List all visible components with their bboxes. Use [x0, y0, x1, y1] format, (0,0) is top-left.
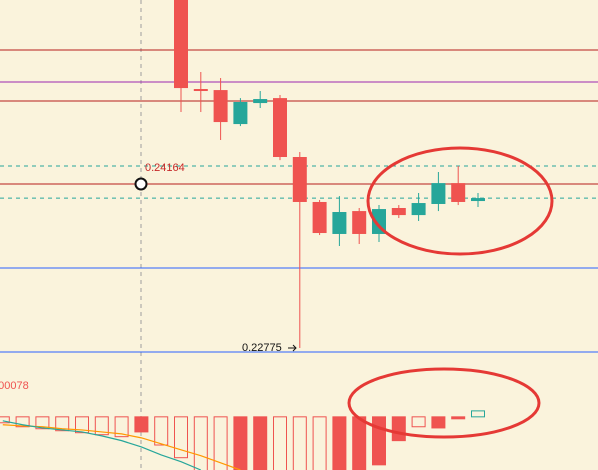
- candle-body: [332, 212, 347, 234]
- macd-bar: [75, 416, 89, 434]
- macd-bar: [411, 416, 426, 428]
- candle-body: [253, 99, 268, 104]
- macd-bar: [114, 416, 129, 438]
- macd-bar: [55, 416, 70, 432]
- macd-bar: [174, 416, 188, 459]
- macd-bar: [213, 416, 228, 470]
- macd-bar: [134, 416, 149, 433]
- macd-line: [2, 420, 202, 470]
- highlight-ellipse: [366, 146, 554, 256]
- macd-bar: [0, 416, 10, 424]
- macd-bar: [35, 416, 50, 430]
- macd-bar: [312, 416, 327, 470]
- macd-bar: [391, 416, 406, 442]
- macd-bar: [253, 416, 268, 470]
- candle-body: [193, 89, 208, 92]
- macd-bar: [471, 410, 485, 418]
- price-panel: 0.24164 0.22775: [0, 0, 598, 354]
- macd-bar: [273, 416, 287, 470]
- candle-body: [312, 201, 327, 234]
- macd-bar: [332, 416, 347, 470]
- price-label: 0.24164: [145, 162, 185, 174]
- macd-bar: [372, 416, 386, 466]
- crosshair-point: [134, 177, 148, 191]
- macd-line: [2, 424, 241, 470]
- macd-bar: [193, 416, 208, 470]
- candle-body: [233, 101, 248, 125]
- candle-body: [431, 183, 446, 204]
- candle-body: [273, 98, 287, 158]
- candle-body: [471, 198, 485, 202]
- candle-body: [213, 90, 228, 123]
- highlight-ellipse: [347, 367, 541, 439]
- macd-bar: [431, 416, 446, 429]
- macd-value-label: 0.00078: [0, 380, 29, 392]
- candle-body: [411, 203, 426, 216]
- label-arrow: [288, 344, 297, 352]
- candle-body: [451, 183, 466, 202]
- macd-bar: [292, 416, 307, 470]
- candle-body: [352, 211, 367, 234]
- candle-body: [292, 157, 307, 202]
- macd-bar: [233, 416, 248, 470]
- low-label: 0.22775: [242, 342, 282, 354]
- macd-bar: [94, 416, 109, 436]
- macd-bar: [154, 416, 169, 446]
- macd-bar: [15, 416, 30, 428]
- candle-body: [391, 207, 406, 216]
- macd-bar: [451, 416, 466, 420]
- macd-bar: [352, 416, 367, 470]
- candle-body: [174, 0, 188, 89]
- macd-panel: 0.00078: [0, 380, 485, 470]
